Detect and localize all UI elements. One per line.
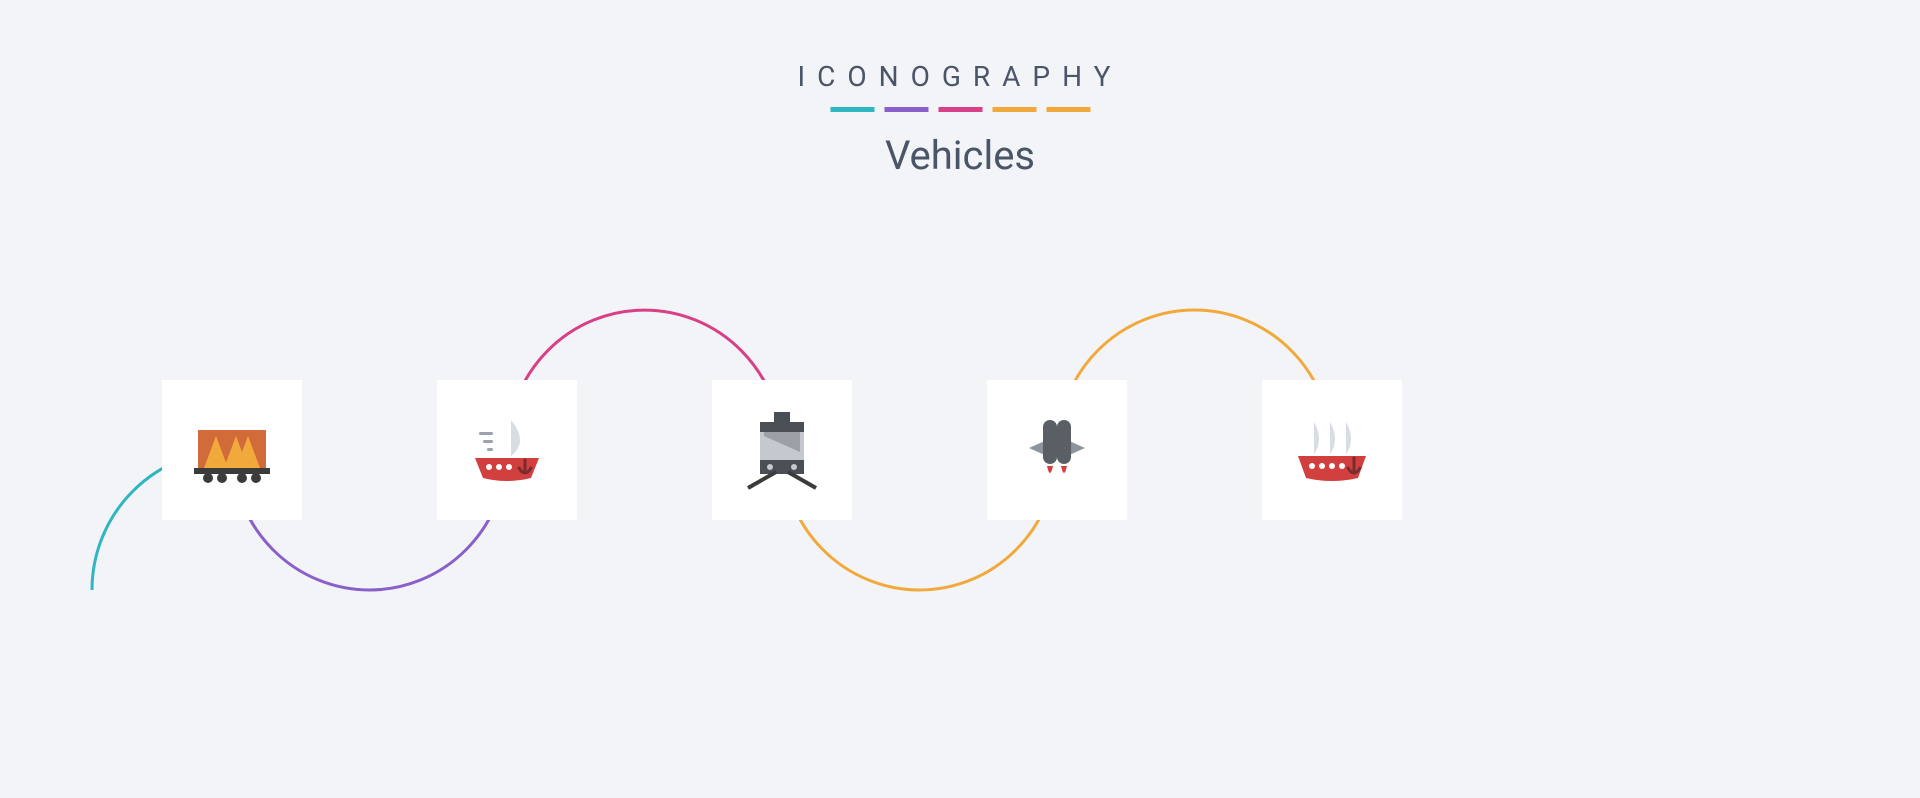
icon-card-ship [1262,380,1402,520]
sailboat-icon [459,402,555,498]
jetpack-icon [1009,402,1105,498]
icon-card-tram [712,380,852,520]
wave-row [0,300,1920,720]
stripe-4 [992,107,1036,112]
brand-stripes [797,107,1122,112]
ship-icon [1284,402,1380,498]
stripe-5 [1046,107,1090,112]
category-title: Vehicles [797,132,1122,179]
icon-card-jetpack [987,380,1127,520]
tram-icon [734,402,830,498]
icon-card-sailboat [437,380,577,520]
icon-card-cargo-train [162,380,302,520]
stripe-1 [830,107,874,112]
header: ICONOGRAPHY Vehicles [797,60,1122,179]
brand-title: ICONOGRAPHY [797,60,1122,93]
cargo-train-car-icon [184,402,280,498]
stripe-3 [938,107,982,112]
stripe-2 [884,107,928,112]
